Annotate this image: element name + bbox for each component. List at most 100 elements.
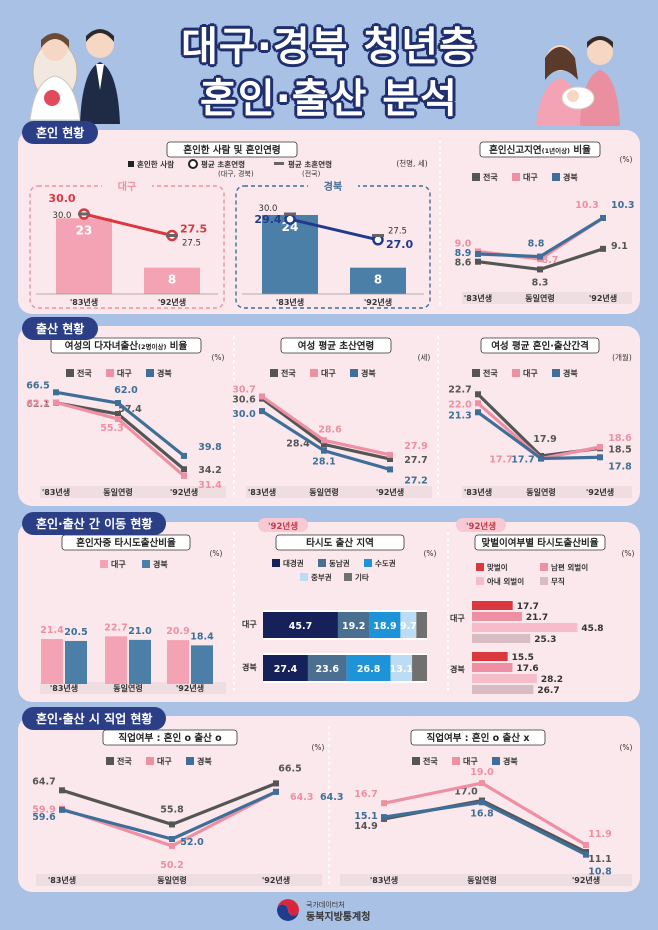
job2-legend-swatch	[412, 757, 420, 765]
interval-point	[475, 391, 481, 398]
job2-data-label: 16.7	[354, 789, 377, 800]
job1-legend-swatch	[106, 757, 114, 765]
marriage-title-box	[166, 141, 298, 158]
dual-title-box	[474, 534, 606, 551]
marriage-age-label: 30.0	[48, 192, 75, 205]
job2-point	[479, 780, 485, 787]
job1-title-box	[102, 729, 238, 746]
job1-data-label: 52.0	[180, 837, 204, 848]
dual-bar	[472, 685, 534, 694]
delay-data-label: 9.1	[611, 241, 628, 252]
multi-legend-label: 전국	[77, 368, 92, 378]
region-segment-label: 26.8	[357, 664, 381, 675]
section-title-marriage: 혼인 현황	[22, 121, 99, 144]
multi-point	[53, 389, 59, 396]
firstage-category-label: '92년생	[376, 487, 404, 497]
multi-data-label: 62.0	[114, 385, 138, 396]
interval-point	[475, 409, 481, 416]
region-segment-label: 19.2	[342, 621, 365, 632]
dual-bar	[472, 674, 537, 683]
job1-category-label: 동일연령	[157, 875, 186, 885]
region-legend-label: 동남권	[329, 558, 350, 568]
marriage-national-marker	[284, 212, 296, 216]
interval-data-label: 17.8	[608, 461, 632, 472]
dual-legend-swatch	[476, 577, 484, 585]
job1-legend-label: 경북	[197, 756, 212, 766]
move-bar-label: 18.4	[190, 631, 214, 642]
job2-data-label: 16.8	[470, 808, 494, 819]
dual-bar	[472, 612, 522, 621]
job2-point	[583, 851, 589, 858]
region-segment	[263, 612, 338, 638]
region-segment-label: 45.7	[289, 621, 312, 632]
region-segment	[337, 612, 370, 638]
interval-data-label: 21.3	[448, 410, 471, 421]
delay-series-line	[477, 216, 604, 259]
job1-legend-swatch	[186, 757, 194, 765]
dual-group-label: 경북	[450, 664, 465, 674]
job1-data-label: 59.6	[32, 812, 56, 823]
interval-data-label: 22.0	[448, 399, 472, 410]
region-segment	[307, 655, 347, 681]
job2-category-label: '92년생	[572, 875, 600, 885]
region-title-box	[275, 534, 405, 551]
multi-data-label: 31.4	[198, 480, 222, 491]
dual-bar-label: 26.7	[537, 686, 559, 696]
move-title: 혼인자중 타시도출산비율	[76, 537, 176, 549]
job1-legend-label: 대구	[157, 756, 172, 766]
firstage-legend-label: 경북	[361, 368, 376, 378]
firstage-title-box	[280, 337, 392, 354]
move-category-label: 동일연령	[113, 683, 142, 693]
interval-data-label: 18.5	[608, 444, 631, 455]
delay-category-label: '92년생	[589, 293, 617, 303]
job2-data-label: 11.1	[588, 854, 611, 865]
firstage-point	[387, 456, 393, 462]
interval-category-label: '92년생	[586, 487, 614, 497]
dual-bar-label: 21.7	[526, 613, 548, 623]
move-title-box	[61, 534, 191, 551]
marriage-national-label: 27.5	[388, 227, 407, 237]
firstage-title: 여성 평균 초산연령	[298, 340, 375, 352]
region-segment	[346, 655, 391, 681]
dual-legend-label: 무직	[551, 576, 565, 586]
job2-legend-label: 경북	[503, 756, 518, 766]
interval-point	[538, 455, 544, 462]
dual-bar	[472, 601, 513, 610]
multi-point	[53, 399, 59, 406]
job2-point	[583, 842, 589, 849]
marriage-panel-0-label-bg	[102, 180, 152, 192]
marriage-age-label: 27.5	[180, 223, 207, 236]
job2-point	[381, 800, 387, 807]
multi-point	[115, 400, 121, 407]
job1-title: 직업여부 : 혼인 o 출산 o	[118, 732, 222, 744]
delay-point	[600, 215, 606, 221]
interval-data-label: 17.9	[533, 434, 556, 445]
interval-point	[597, 444, 603, 450]
interval-title-box	[480, 337, 600, 354]
multi-legend-label: 대구	[117, 368, 132, 378]
marriage-national-marker	[166, 234, 178, 237]
delay-category-band	[462, 292, 632, 304]
dual-unit: (%)	[622, 549, 635, 558]
firstage-legend-swatch	[270, 369, 278, 377]
delay-legend-label: 대구	[523, 172, 538, 182]
job2-point	[479, 799, 485, 806]
region-legend-label: 수도권	[375, 558, 396, 568]
firstage-legend-label: 전국	[281, 368, 296, 378]
multi-data-label: 66.5	[26, 380, 49, 391]
marriage-unit: (천명, 세)	[396, 158, 427, 168]
marriage-category-label: '83년생	[70, 297, 98, 307]
footer-logo: 국가데이터처 동북지방통계청	[276, 896, 386, 930]
firstage-point	[387, 451, 393, 458]
statistics-logo-icon: 국가데이터처 동북지방통계청	[277, 899, 370, 923]
job1-category-band	[36, 874, 322, 886]
marriage-legend-age: 평균 초혼연령	[201, 159, 245, 169]
delay-data-label: 10.3	[575, 200, 598, 211]
firstage-category-label: 동일연령	[309, 487, 338, 497]
marriage-bar	[350, 267, 406, 294]
marriage-panel-0-name: 대구	[118, 180, 136, 193]
multi-point	[115, 416, 121, 422]
job1-point	[169, 821, 175, 828]
region-segment-label: 13.1	[390, 664, 413, 675]
marriage-bar	[56, 218, 112, 294]
